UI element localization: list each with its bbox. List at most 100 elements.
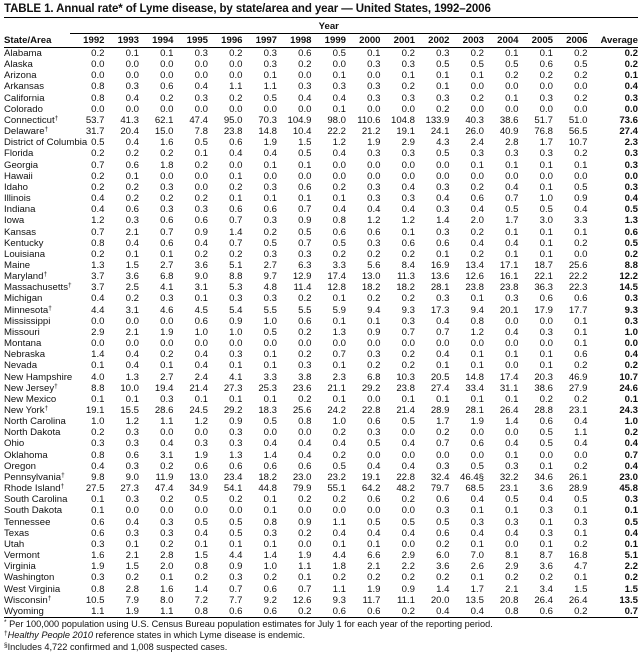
state-name: Wyoming — [4, 605, 70, 618]
average-cell: 0.7 — [624, 449, 638, 461]
rate-cell: 0.0 — [470, 103, 484, 115]
rate-cell: 0.1 — [505, 248, 519, 260]
rate-cell: 1.7 — [505, 215, 519, 227]
state-label: Kansas — [4, 226, 36, 238]
rate-cell: 1.2 — [367, 215, 381, 227]
rate-cell: 0.3 — [470, 516, 484, 528]
table-row: Tennessee 0.6 0.4 0.3 0.5 0.5 0.8 0.9 1.1 0.5 0.5 0… — [4, 517, 638, 528]
rate-cell: 0.5 — [401, 416, 415, 428]
rate-cell: 0.4 — [125, 349, 139, 361]
rate-cell: 0.0 — [160, 170, 174, 182]
rate-cell: 0.0 — [194, 338, 208, 350]
rate-cell: 0.6 — [539, 293, 553, 305]
average-cell: 1.0 — [624, 326, 638, 338]
state-label: Indiana — [4, 204, 36, 216]
table-row: Vermont 1.6 2.1 2.8 1.5 4.4 1.4 1.9 4.4 6.6 2.9 6.0… — [4, 550, 638, 561]
state-name: Massachusetts† — [4, 282, 72, 293]
footnotes: * Per 100,000 population using U.S. Cens… — [4, 619, 638, 653]
rate-cell: 10.5 — [85, 594, 105, 606]
rate-cell: 9.7 — [263, 271, 277, 283]
rate-cell: 0.1 — [263, 159, 277, 171]
state-name: Louisiana — [4, 249, 70, 260]
rate-cell: 0.0 — [298, 338, 312, 350]
rate-cell: 0.2 — [401, 360, 415, 372]
state-name: Oregon — [4, 461, 70, 472]
rate-cell: 0.6 — [367, 226, 381, 238]
rate-cell: 18.2 — [396, 282, 415, 294]
rate-cell: 0.3 — [91, 538, 105, 550]
rate-cell: 1.0 — [539, 193, 553, 205]
state-label: Iowa — [4, 215, 25, 227]
rate-cell: 17.3 — [430, 304, 450, 316]
rate-cell: 0.0 — [470, 338, 484, 350]
state-label: Maine — [4, 259, 31, 271]
rate-cell: 7.0 — [470, 550, 484, 562]
rate-cell: 1.0 — [332, 416, 346, 428]
rate-cell: 0.2 — [436, 103, 450, 115]
rate-cell: 1.4 — [194, 583, 208, 595]
rate-cell: 0.6 — [263, 583, 277, 595]
rate-cell: 0.2 — [553, 605, 588, 618]
average-cell: 0.2 — [624, 248, 638, 260]
rate-cell: 0.0 — [470, 449, 484, 461]
table-row: Massachusetts† 3.7 2.5 4.1 3.1 5.3 4.8 11.4 12.8… — [4, 282, 638, 293]
rate-cell: 20.3 — [534, 371, 553, 383]
rate-cell: 0.0 — [91, 338, 105, 350]
rate-cell: 0.2 — [125, 193, 139, 205]
rate-cell: 0.8 — [470, 315, 484, 327]
rate-cell: 0.4 — [263, 438, 277, 450]
state-name: North Carolina — [4, 416, 70, 427]
rate-cell: 0.4 — [91, 193, 105, 205]
rate-cell: 4.4 — [229, 550, 243, 562]
state-label: California — [4, 92, 45, 104]
rate-cell: 0.9 — [229, 561, 243, 573]
rate-cell: 0.2 — [574, 237, 588, 249]
rate-cell: 0.2 — [91, 427, 105, 439]
rate-cell: 19.1 — [361, 471, 381, 483]
rate-cell: 0.5 — [194, 516, 208, 528]
rate-cell: 1.0 — [263, 561, 277, 573]
rate-cell: 0.3 — [194, 204, 208, 216]
rate-cell: 17.1 — [499, 259, 519, 271]
rate-cell: 0.2 — [380, 605, 415, 618]
average-cell: 0.1 — [624, 538, 638, 550]
rate-cell: 0.2 — [160, 494, 174, 506]
rate-cell: 0.7 — [229, 583, 243, 595]
rate-cell: 0.1 — [125, 248, 139, 260]
average-cell: 0.2 — [624, 360, 638, 372]
rate-cell: 20.4 — [120, 126, 139, 138]
table-row: Illinois 0.4 0.2 0.2 0.2 0.1 0.1 0.1 0.1 0.3 0.3 0.… — [4, 193, 638, 204]
rate-cell: 9.3 — [401, 304, 415, 316]
rate-cell: 1.3 — [91, 259, 105, 271]
rate-cell: 23.8 — [396, 382, 415, 394]
rate-cell: 0.6 — [367, 494, 381, 506]
state-label: Oklahoma — [4, 449, 48, 461]
rate-cell: 3.1 — [160, 449, 174, 461]
average-cell: 0.3 — [624, 315, 638, 327]
state-name: Colorado — [4, 104, 70, 115]
rate-cell: 16.9 — [430, 259, 450, 271]
rate-cell: 0.1 — [505, 505, 519, 517]
rate-cell: 1.8 — [332, 561, 346, 573]
rate-cell: 0.0 — [574, 248, 588, 260]
rate-cell: 0.6 — [194, 215, 208, 227]
state-label: New Mexico — [4, 393, 57, 405]
rate-cell: 0.2 — [332, 248, 346, 260]
rate-cell: 55.1 — [327, 483, 346, 495]
rate-cell: 1.2 — [332, 137, 346, 149]
rate-cell: 0.0 — [298, 505, 312, 517]
rate-cell: 0.3 — [436, 181, 450, 193]
rate-cell: 0.6 — [518, 605, 553, 618]
rate-cell: 46.4§ — [459, 471, 484, 483]
rate-cell: 133.9 — [425, 114, 450, 126]
state-label: Wisconsin — [4, 594, 48, 606]
table-row: New Mexico 0.1 0.1 0.3 0.1 0.1 0.1 0.2 0.1 0.0 0.1… — [4, 394, 638, 405]
rate-cell: 0.0 — [229, 338, 243, 350]
rate-cell: 1.7 — [539, 137, 553, 149]
rate-cell: 11.3 — [397, 271, 415, 283]
rate-cell: 0.3 — [367, 193, 381, 205]
rate-cell: 6.6 — [367, 550, 381, 562]
rate-cell: 0.6 — [160, 237, 174, 249]
rate-cell: 18.2 — [361, 282, 381, 294]
table-row: Utah 0.3 0.1 0.2 0.1 0.1 0.1 0.0 0.1 0.1 0.0 0.2 0.1… — [4, 539, 638, 550]
